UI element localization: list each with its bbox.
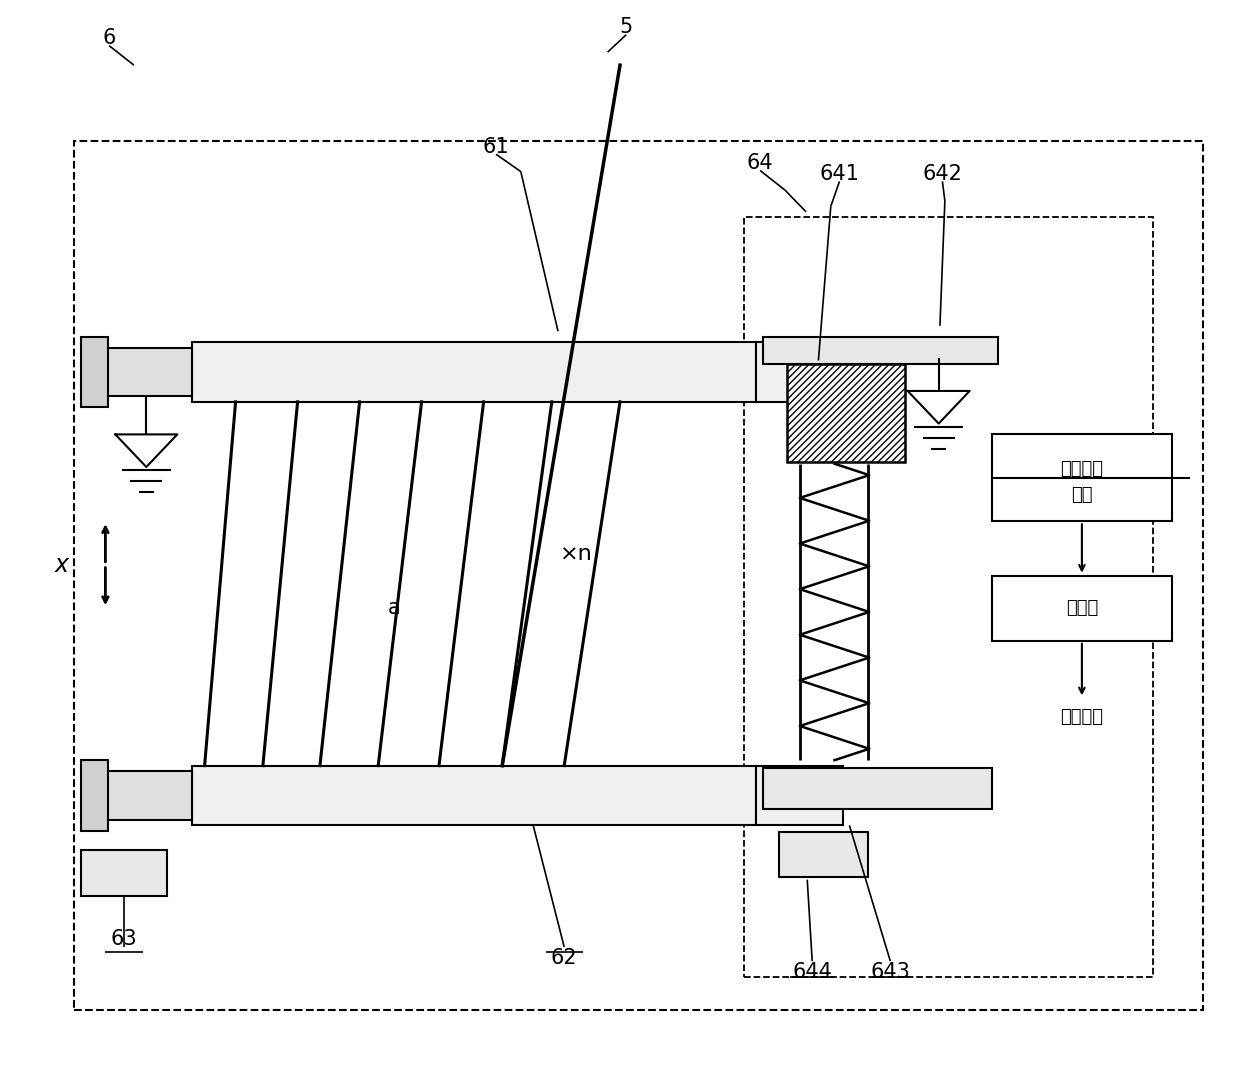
Text: a: a <box>388 598 401 618</box>
Text: 642: 642 <box>923 164 962 184</box>
Text: 644: 644 <box>792 962 832 982</box>
Bar <box>81 760 108 831</box>
Text: 62: 62 <box>551 948 578 968</box>
Bar <box>763 768 992 809</box>
Text: 63: 63 <box>110 930 138 949</box>
Bar <box>105 348 192 396</box>
Bar <box>756 342 843 402</box>
Text: ×n: ×n <box>560 544 593 564</box>
Text: 643: 643 <box>870 962 910 982</box>
Bar <box>756 766 843 825</box>
Text: 电压放大: 电压放大 <box>1060 460 1104 478</box>
Text: 控制器: 控制器 <box>1065 599 1099 617</box>
Text: 6: 6 <box>103 28 115 48</box>
Bar <box>81 850 167 896</box>
Bar <box>779 832 868 877</box>
Bar <box>992 576 1172 641</box>
Bar <box>787 364 905 462</box>
Bar <box>74 141 1203 1010</box>
Text: 长度信号: 长度信号 <box>1060 708 1104 725</box>
Bar <box>105 771 192 820</box>
Bar <box>763 337 998 364</box>
Bar <box>744 217 1153 977</box>
Text: 641: 641 <box>820 164 859 184</box>
Bar <box>992 434 1172 521</box>
Bar <box>192 766 756 825</box>
Text: 电路: 电路 <box>1071 487 1092 504</box>
Bar <box>192 342 756 402</box>
Text: x: x <box>55 553 69 577</box>
Text: 61: 61 <box>482 137 510 156</box>
Text: 64: 64 <box>746 153 774 173</box>
Text: 5: 5 <box>620 17 632 37</box>
Bar <box>81 337 108 407</box>
